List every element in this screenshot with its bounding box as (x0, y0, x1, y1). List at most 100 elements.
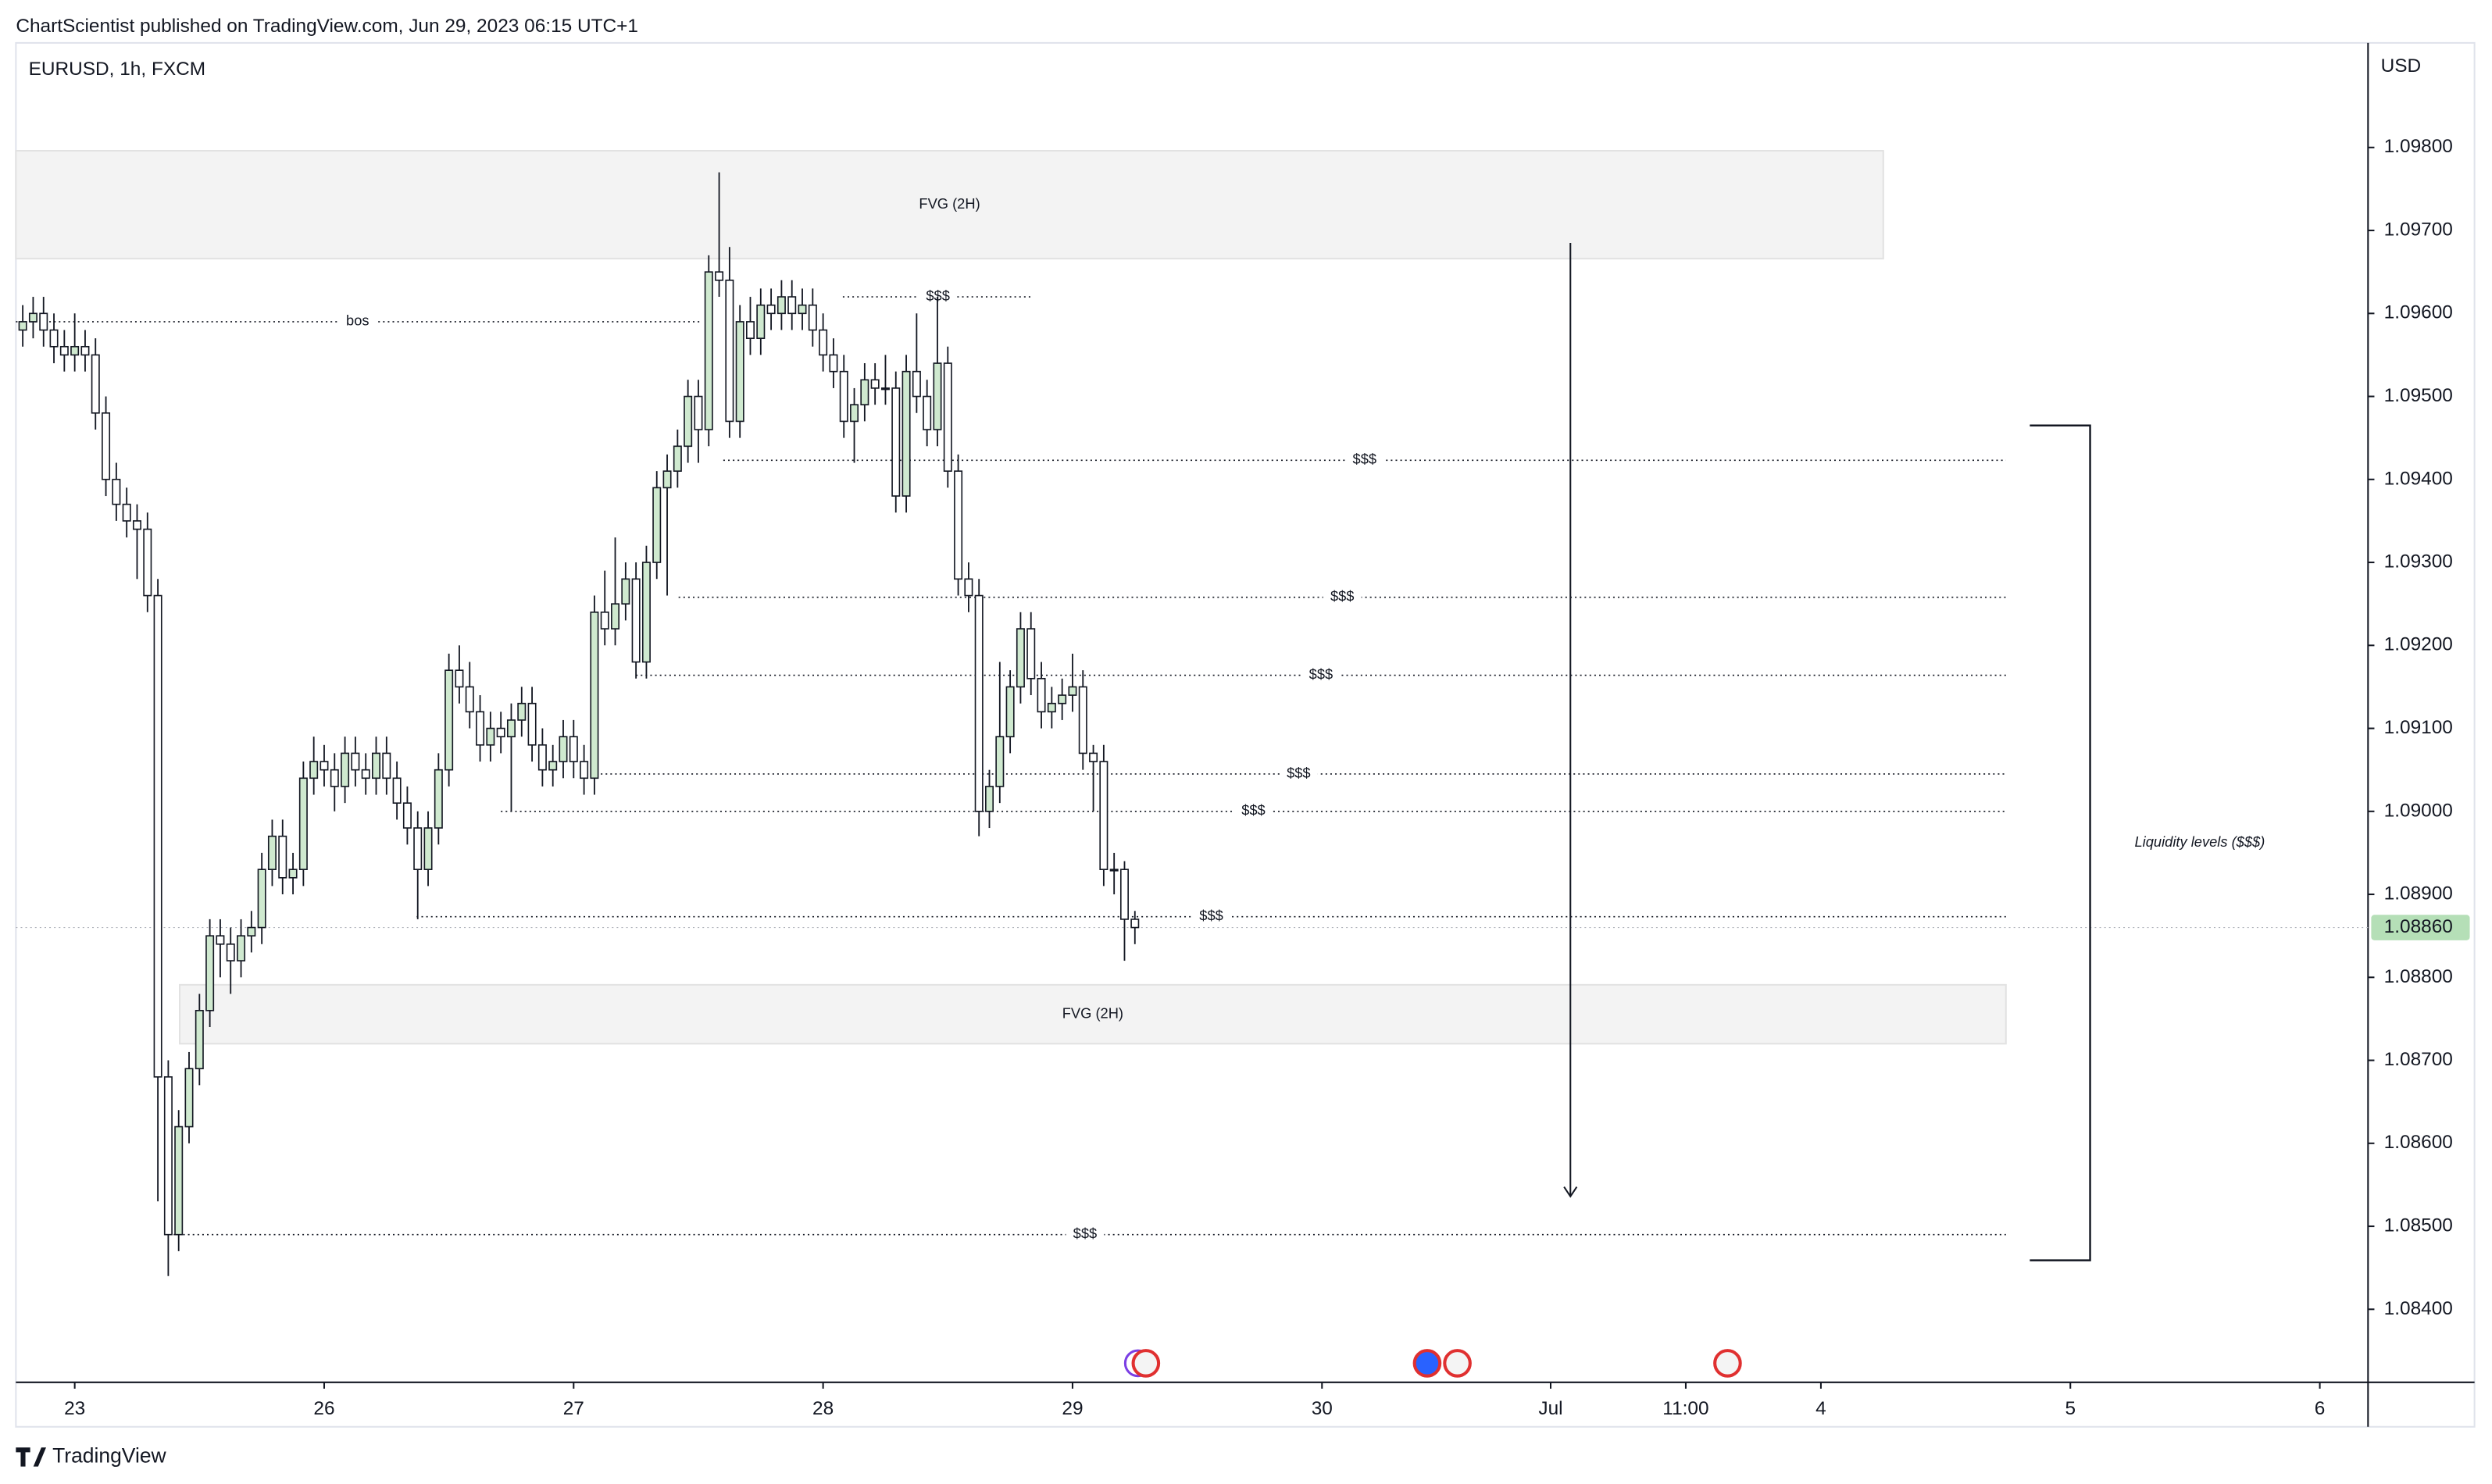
candle-body (787, 296, 797, 315)
candle-body (278, 835, 287, 879)
candle-body (766, 304, 776, 315)
logo (16, 1447, 46, 1467)
level-label-bg (1279, 765, 1318, 783)
y-tick-label: 1.09100 (2384, 717, 2453, 738)
candle-body (288, 869, 298, 879)
candle-body (205, 935, 215, 1011)
level-label: $$$ (1287, 765, 1311, 781)
event-icon (1443, 1349, 1472, 1378)
candle-body (1005, 686, 1015, 737)
candle-body (465, 686, 474, 713)
candle-body (1026, 628, 1036, 680)
candle-body (247, 926, 256, 936)
candle-body (880, 387, 890, 391)
event-icon (1131, 1349, 1161, 1378)
event-icon (1412, 1349, 1442, 1378)
candle-body (569, 736, 578, 762)
level-label-bg (338, 313, 377, 330)
candle-body (423, 827, 433, 870)
candle-body (372, 752, 380, 779)
candle-body (725, 279, 734, 423)
x-tick-label: 11:00 (1662, 1398, 1708, 1419)
candle-body (102, 412, 111, 480)
y-tick-label: 1.09700 (2384, 219, 2453, 241)
candle-body (1068, 686, 1077, 696)
x-tick-label: 28 (812, 1398, 834, 1419)
candle-body (1016, 628, 1025, 688)
candle-body (237, 935, 246, 961)
symbol-title: EURUSD, 1h, FXCM (29, 59, 205, 80)
level-label-bg (919, 288, 958, 305)
candle-body (195, 1009, 204, 1069)
candle-body (756, 304, 766, 339)
candle-body (839, 370, 848, 423)
candle-body (933, 362, 942, 430)
candle-body (392, 777, 402, 804)
event-icons (1123, 1349, 1742, 1378)
level-label-bg (1323, 589, 1362, 605)
arrow-head (1563, 1186, 1578, 1198)
y-tick-label: 1.09800 (2384, 136, 2453, 157)
candle-body (631, 578, 641, 663)
candle-body (298, 777, 308, 870)
candle-body (257, 869, 266, 929)
candle-body (808, 304, 817, 331)
candle-body (174, 1125, 184, 1236)
candle-body (1109, 869, 1119, 872)
level-label-bg (1192, 908, 1230, 925)
zone-label: FVG (2H) (919, 195, 980, 212)
level-label: $$$ (1241, 802, 1266, 819)
candle-body (559, 736, 568, 762)
event-icon (1713, 1349, 1742, 1378)
level-label: bos (346, 312, 370, 329)
frame (15, 41, 2476, 1428)
candle-body (361, 769, 370, 779)
candle-body (673, 445, 682, 472)
candle-body (684, 395, 693, 448)
candle-body (434, 769, 443, 829)
candle-body (704, 271, 713, 430)
candle-body (1130, 919, 1140, 929)
candle-body (527, 702, 537, 746)
level-label: $$$ (1353, 451, 1377, 467)
candle-body (1089, 752, 1098, 762)
last-price-label: 1.08860 (2384, 916, 2453, 937)
level-label-bg (1066, 1226, 1105, 1243)
candle-body (39, 312, 48, 331)
candle-body (611, 603, 620, 630)
candle-body (506, 719, 516, 737)
candle-body (267, 835, 277, 870)
candle-body (112, 478, 121, 505)
level-label-bg (1345, 452, 1384, 469)
candle-body (28, 312, 37, 323)
candle-body (1078, 686, 1087, 754)
candle-body (652, 487, 662, 563)
candle-body (954, 470, 963, 580)
level-label: $$$ (1199, 908, 1223, 924)
candle-body (912, 370, 921, 398)
x-tick-label: 5 (2065, 1398, 2076, 1419)
candle-body (153, 594, 162, 1078)
candle-body (798, 304, 807, 315)
last-price-box (2371, 915, 2470, 940)
header: ChartScientist published on TradingView.… (16, 16, 638, 37)
candle-body (309, 761, 319, 779)
y-tick-label: 1.09500 (2384, 385, 2453, 406)
candle-body (184, 1068, 194, 1128)
y-tick-label: 1.08900 (2384, 883, 2453, 904)
candle-body (122, 503, 131, 522)
y-tick-label: 1.09200 (2384, 634, 2453, 655)
candle-body (382, 752, 391, 779)
candle-body (18, 321, 27, 331)
candle-body (974, 594, 984, 812)
x-tick-label: 30 (1312, 1398, 1333, 1419)
x-tick-label: Jul (1538, 1398, 1562, 1419)
candle-body (901, 370, 911, 497)
level-label-bg (1234, 803, 1273, 819)
candle-body (537, 744, 547, 771)
zone-label: FVG (2H) (1062, 1004, 1123, 1021)
candle-body (330, 769, 339, 787)
candle-body (641, 562, 651, 663)
candle-body (985, 786, 994, 812)
